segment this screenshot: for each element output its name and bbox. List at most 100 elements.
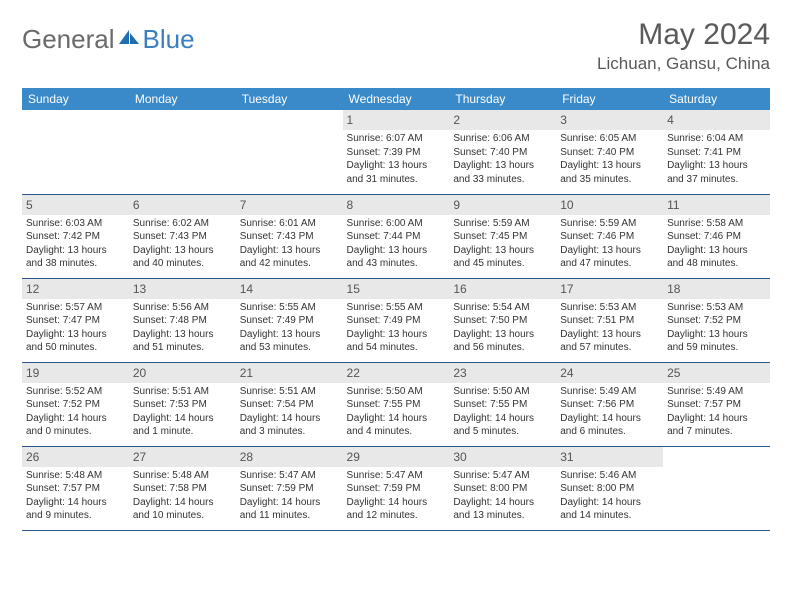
sunset-text: Sunset: 7:50 PM [453, 314, 552, 328]
daylight-text: Daylight: 14 hours and 9 minutes. [26, 496, 125, 523]
calendar-cell: 18Sunrise: 5:53 AMSunset: 7:52 PMDayligh… [663, 278, 770, 362]
calendar-cell: 13Sunrise: 5:56 AMSunset: 7:48 PMDayligh… [129, 278, 236, 362]
sunset-text: Sunset: 7:42 PM [26, 230, 125, 244]
weekday-header: Saturday [663, 88, 770, 110]
calendar-cell: 1Sunrise: 6:07 AMSunset: 7:39 PMDaylight… [343, 110, 450, 194]
day-number: 9 [449, 195, 556, 215]
daylight-text: Daylight: 13 hours and 51 minutes. [133, 328, 232, 355]
daylight-text: Daylight: 14 hours and 12 minutes. [347, 496, 446, 523]
daylight-text: Daylight: 14 hours and 10 minutes. [133, 496, 232, 523]
day-number: 4 [663, 110, 770, 130]
sunset-text: Sunset: 7:40 PM [560, 146, 659, 160]
day-number: 29 [343, 447, 450, 467]
daylight-text: Daylight: 14 hours and 4 minutes. [347, 412, 446, 439]
calendar-cell: 22Sunrise: 5:50 AMSunset: 7:55 PMDayligh… [343, 362, 450, 446]
sunrise-text: Sunrise: 5:49 AM [560, 385, 659, 399]
sunrise-text: Sunrise: 5:59 AM [453, 217, 552, 231]
daylight-text: Daylight: 13 hours and 35 minutes. [560, 159, 659, 186]
sunrise-text: Sunrise: 5:48 AM [133, 469, 232, 483]
weekday-header: Friday [556, 88, 663, 110]
day-number: 15 [343, 279, 450, 299]
logo-text-general: General [22, 24, 115, 55]
sunset-text: Sunset: 7:58 PM [133, 482, 232, 496]
calendar-cell: 9Sunrise: 5:59 AMSunset: 7:45 PMDaylight… [449, 194, 556, 278]
calendar-cell: 15 Sunrise: 5:55 AMSunset: 7:49 PMDayligh… [343, 278, 450, 362]
calendar-cell: 30Sunrise: 5:47 AMSunset: 8:00 PMDayligh… [449, 446, 556, 530]
calendar-cell: 23 Sunrise: 5:50 AMSunset: 7:55 PMDayligh… [449, 362, 556, 446]
calendar-cell: 29Sunrise: 5:47 AMSunset: 7:59 PMDayligh… [343, 446, 450, 530]
daylight-text: Daylight: 14 hours and 7 minutes. [667, 412, 766, 439]
sunrise-text: Sunrise: 5:50 AM [347, 385, 446, 399]
location: Lichuan, Gansu, China [597, 54, 770, 74]
sunset-text: Sunset: 7:59 PM [240, 482, 339, 496]
calendar-cell: 27Sunrise: 5:48 AMSunset: 7:58 PMDayligh… [129, 446, 236, 530]
sunset-text: Sunset: 7:48 PM [133, 314, 232, 328]
day-number: 21 [236, 363, 343, 383]
calendar-cell: 5Sunrise: 6:03 AMSunset: 7:42 PMDaylight… [22, 194, 129, 278]
calendar-cell: 24Sunrise: 5:49 AMSunset: 7:56 PMDayligh… [556, 362, 663, 446]
sunset-text: Sunset: 7:43 PM [133, 230, 232, 244]
sunset-text: Sunset: 7:53 PM [133, 398, 232, 412]
sunrise-text: Sunrise: 6:06 AM [453, 132, 552, 146]
daylight-text: Daylight: 14 hours and 5 minutes. [453, 412, 552, 439]
title-block: May 2024 Lichuan, Gansu, China [597, 18, 770, 74]
sunrise-text: Sunrise: 5:52 AM [26, 385, 125, 399]
month-title: May 2024 [597, 18, 770, 52]
daylight-text: Daylight: 13 hours and 43 minutes. [347, 244, 446, 271]
logo: General Blue [22, 24, 195, 55]
daylight-text: Daylight: 14 hours and 1 minute. [133, 412, 232, 439]
daylight-text: Daylight: 13 hours and 42 minutes. [240, 244, 339, 271]
weekday-header: Monday [129, 88, 236, 110]
calendar-week: 26Sunrise: 5:48 AMSunset: 7:57 PMDayligh… [22, 446, 770, 530]
sunset-text: Sunset: 7:49 PM [347, 314, 446, 328]
day-number: 8 [343, 195, 450, 215]
day-number: 6 [129, 195, 236, 215]
sunrise-text: Sunrise: 5:53 AM [560, 301, 659, 315]
sunset-text: Sunset: 8:00 PM [560, 482, 659, 496]
sunset-text: Sunset: 7:57 PM [26, 482, 125, 496]
sunrise-text: Sunrise: 5:50 AM [453, 385, 552, 399]
sunset-text: Sunset: 7:41 PM [667, 146, 766, 160]
calendar-cell: 7Sunrise: 6:01 AMSunset: 7:43 PMDaylight… [236, 194, 343, 278]
sunset-text: Sunset: 7:54 PM [240, 398, 339, 412]
day-number: 20 [129, 363, 236, 383]
calendar-cell: 12Sunrise: 5:57 AMSunset: 7:47 PMDayligh… [22, 278, 129, 362]
sunrise-text: Sunrise: 5:47 AM [347, 469, 446, 483]
weekday-header: Wednesday [343, 88, 450, 110]
sunrise-text: Sunrise: 5:55 AM [347, 301, 446, 315]
calendar-cell: 4Sunrise: 6:04 AMSunset: 7:41 PMDaylight… [663, 110, 770, 194]
calendar-cell: 6Sunrise: 6:02 AMSunset: 7:43 PMDaylight… [129, 194, 236, 278]
day-number: 11 [663, 195, 770, 215]
calendar-week: 5Sunrise: 6:03 AMSunset: 7:42 PMDaylight… [22, 194, 770, 278]
daylight-text: Daylight: 13 hours and 54 minutes. [347, 328, 446, 355]
calendar-week: 12Sunrise: 5:57 AMSunset: 7:47 PMDayligh… [22, 278, 770, 362]
day-number: 23 [449, 363, 556, 383]
calendar-week: 1Sunrise: 6:07 AMSunset: 7:39 PMDaylight… [22, 110, 770, 194]
weekday-header: Sunday [22, 88, 129, 110]
sunrise-text: Sunrise: 5:54 AM [453, 301, 552, 315]
day-number: 25 [663, 363, 770, 383]
day-number: 24 [556, 363, 663, 383]
sunset-text: Sunset: 7:49 PM [240, 314, 339, 328]
sunrise-text: Sunrise: 5:56 AM [133, 301, 232, 315]
day-number: 30 [449, 447, 556, 467]
sunrise-text: Sunrise: 6:01 AM [240, 217, 339, 231]
day-number: 12 [22, 279, 129, 299]
sunrise-text: Sunrise: 5:46 AM [560, 469, 659, 483]
sunrise-text: Sunrise: 6:07 AM [347, 132, 446, 146]
sunset-text: Sunset: 7:45 PM [453, 230, 552, 244]
calendar-cell: 11Sunrise: 5:58 AMSunset: 7:46 PMDayligh… [663, 194, 770, 278]
sunrise-text: Sunrise: 6:02 AM [133, 217, 232, 231]
day-number: 10 [556, 195, 663, 215]
sunrise-text: Sunrise: 5:47 AM [453, 469, 552, 483]
calendar-cell: 3Sunrise: 6:05 AMSunset: 7:40 PMDaylight… [556, 110, 663, 194]
sunrise-text: Sunrise: 5:48 AM [26, 469, 125, 483]
sunset-text: Sunset: 7:44 PM [347, 230, 446, 244]
calendar-cell: 31Sunrise: 5:46 AMSunset: 8:00 PMDayligh… [556, 446, 663, 530]
sunset-text: Sunset: 7:55 PM [453, 398, 552, 412]
calendar-head: SundayMondayTuesdayWednesdayThursdayFrid… [22, 88, 770, 110]
sunset-text: Sunset: 7:46 PM [560, 230, 659, 244]
sunset-text: Sunset: 7:56 PM [560, 398, 659, 412]
day-number: 22 [343, 363, 450, 383]
sunrise-text: Sunrise: 5:57 AM [26, 301, 125, 315]
